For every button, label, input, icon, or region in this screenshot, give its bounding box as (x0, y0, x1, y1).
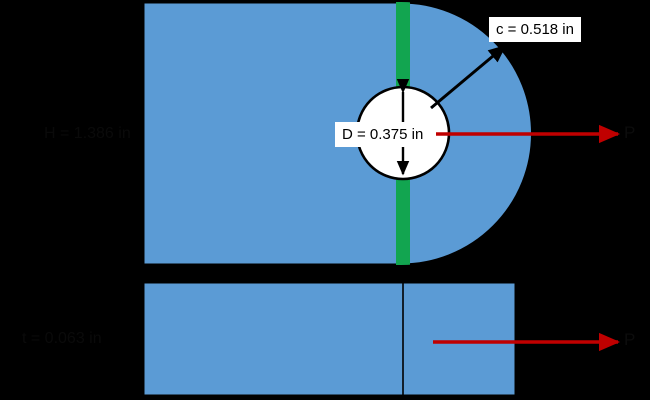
edge-distance-callout: c = 0.518 in (489, 17, 581, 42)
top-load-label: P (624, 123, 636, 142)
hole-diameter-callout: D = 0.375 in (335, 122, 431, 147)
plate-height-label: H = 1.386 in (44, 125, 131, 142)
side-view-plate (141, 280, 518, 398)
edge-distance-leader-arrow (430, 44, 507, 110)
plate-thickness-label: t = 0.063 in (22, 330, 102, 347)
bottom-load-label: P (624, 330, 636, 349)
